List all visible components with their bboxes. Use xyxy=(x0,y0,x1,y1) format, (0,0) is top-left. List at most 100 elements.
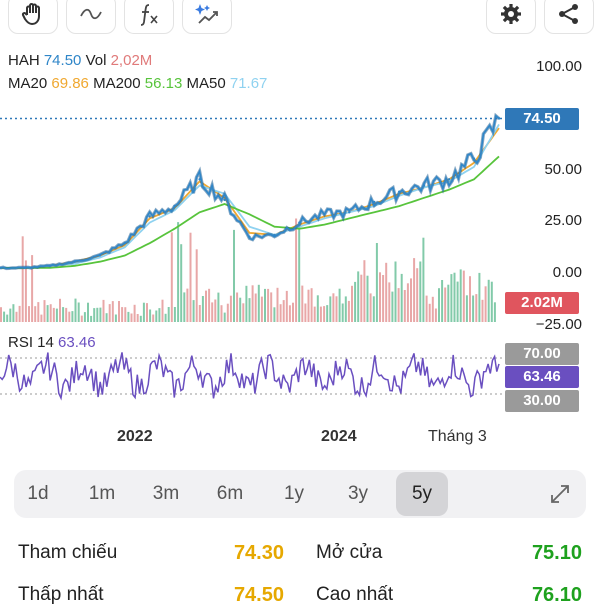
legend-vol-value: 2,02M xyxy=(110,52,153,69)
volume-bar xyxy=(363,260,366,322)
range-5y[interactable]: 5y xyxy=(396,472,448,516)
open-price-label: Mở cửa xyxy=(316,542,383,563)
ai-chart-button[interactable] xyxy=(182,0,232,34)
function-icon xyxy=(140,4,158,26)
volume-bar xyxy=(413,258,416,322)
line-tool-button[interactable] xyxy=(66,0,116,34)
volume-bar xyxy=(208,288,211,322)
rsi-label: RSI 14 xyxy=(8,334,54,351)
volume-bar xyxy=(236,292,239,322)
volume-bar xyxy=(344,296,347,322)
volume-bar xyxy=(335,296,338,322)
volume-bar xyxy=(146,303,148,322)
volume-bar xyxy=(351,285,353,322)
indicator-button[interactable] xyxy=(124,0,174,34)
volume-bar xyxy=(366,275,369,322)
price-tick-0: 0.00 xyxy=(552,264,582,281)
volume-bar xyxy=(46,305,49,322)
price-point xyxy=(348,211,351,214)
volume-bar xyxy=(189,232,192,322)
volume-bar xyxy=(186,288,189,322)
volume-bar xyxy=(158,308,161,322)
volume-bar xyxy=(403,290,406,322)
range-3m[interactable]: 3m xyxy=(152,483,180,504)
legend-symbol: HAH xyxy=(8,52,40,69)
range-1y[interactable]: 1y xyxy=(283,483,305,504)
settings-button[interactable] xyxy=(486,0,536,34)
volume-bar xyxy=(273,307,276,322)
volume-bar xyxy=(164,313,167,322)
hand-tool-button[interactable] xyxy=(8,0,58,34)
volume-bar xyxy=(438,288,440,322)
volume-bar xyxy=(37,302,40,322)
wave-icon xyxy=(80,8,102,20)
volume-bar xyxy=(127,311,130,322)
volume-bar xyxy=(295,218,298,322)
price-chart[interactable] xyxy=(0,40,505,425)
volume-tag: 2.02M xyxy=(505,292,579,314)
volume-bar xyxy=(487,279,490,322)
volume-bar xyxy=(71,311,74,322)
price-tick-50: 50.00 xyxy=(544,161,582,178)
price-tick-25: 25.00 xyxy=(544,212,582,229)
fullscreen-button[interactable] xyxy=(534,470,586,518)
volume-bar xyxy=(139,315,142,322)
open-price-value: 75.10 xyxy=(531,542,582,564)
range-1m[interactable]: 1m xyxy=(88,483,116,504)
volume-bar xyxy=(431,296,434,322)
share-button[interactable] xyxy=(544,0,594,34)
volume-bar xyxy=(96,307,99,322)
volume-bar xyxy=(332,293,335,322)
volume-bar xyxy=(310,288,313,322)
price-point xyxy=(273,233,276,237)
volume-bar xyxy=(87,302,89,322)
x-label-2024: 2024 xyxy=(321,428,357,445)
range-6m[interactable]: 6m xyxy=(216,483,244,504)
rsi-upper-tag: 70.00 xyxy=(505,343,579,365)
volume-bar xyxy=(155,310,158,322)
volume-bar xyxy=(248,298,251,322)
volume-bar xyxy=(484,286,487,322)
volume-bar xyxy=(472,295,475,322)
rsi-panel xyxy=(0,352,505,401)
range-3y[interactable]: 3y xyxy=(347,483,369,504)
rsi-lower-tag: 30.00 xyxy=(505,390,579,412)
volume-bar xyxy=(260,296,263,322)
price-point xyxy=(422,184,426,187)
volume-bar xyxy=(90,315,93,322)
volume-bar xyxy=(425,295,428,322)
volume-bar xyxy=(167,307,170,322)
volume-bar xyxy=(385,262,388,322)
price-point xyxy=(398,190,401,193)
volume-bar xyxy=(347,300,350,322)
volume-bar xyxy=(319,306,322,322)
volume-bar xyxy=(40,314,43,322)
volume-bar xyxy=(28,306,30,322)
volume-bar xyxy=(99,307,102,322)
range-1d[interactable]: 1d xyxy=(27,483,49,504)
range-selector: 1d 1m 3m 6m 1y 3y 5y xyxy=(14,470,586,518)
volume-bar xyxy=(434,308,437,322)
volume-bar xyxy=(313,306,316,322)
price-point xyxy=(73,260,77,263)
volume-bar xyxy=(242,303,245,322)
price-point xyxy=(0,266,2,270)
volume-bar xyxy=(59,298,61,322)
volume-bar xyxy=(428,303,431,322)
volume-bar xyxy=(65,307,68,322)
volume-bar xyxy=(183,292,186,322)
volume-bar xyxy=(105,313,108,322)
high-price-value: 76.10 xyxy=(531,584,582,606)
ma200-label: MA200 xyxy=(93,75,141,92)
volume-bar xyxy=(198,305,201,322)
volume-bar xyxy=(223,312,226,322)
volume-bar xyxy=(326,305,329,322)
volume-bar xyxy=(31,255,34,322)
volume-bar xyxy=(24,260,27,322)
price-point xyxy=(373,200,376,204)
share-icon xyxy=(559,4,578,24)
volume-bar xyxy=(270,292,273,322)
volume-bar xyxy=(441,280,444,322)
current-price-tag: 74.50 xyxy=(505,108,579,130)
volume-bar xyxy=(43,300,46,322)
